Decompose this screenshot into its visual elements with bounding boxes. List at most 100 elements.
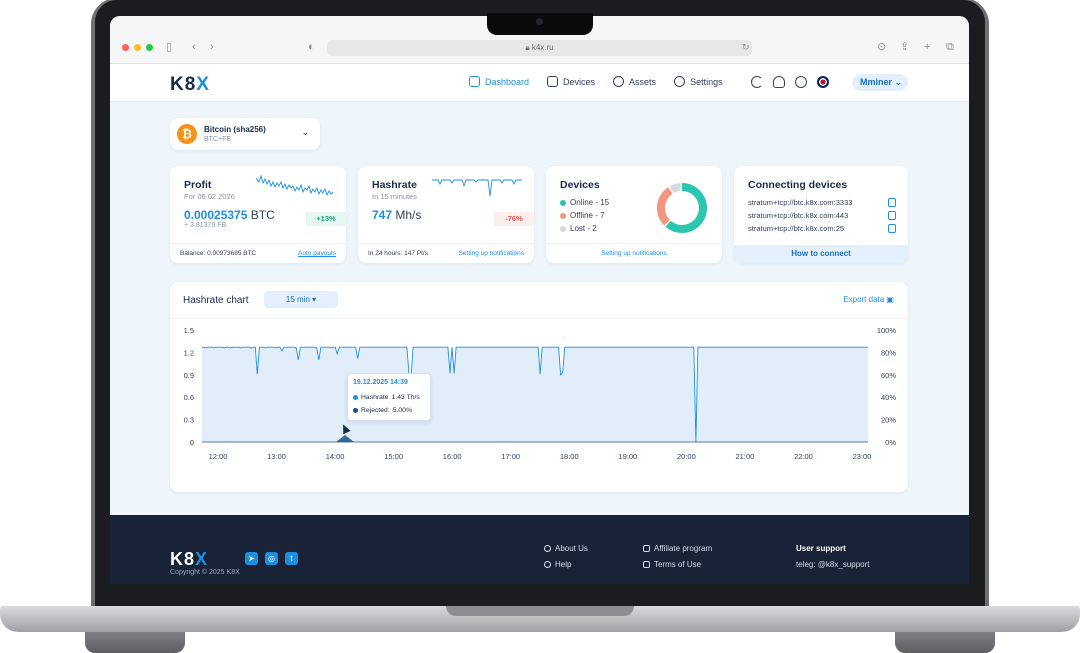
- devices-lost-row: Lost - 2: [560, 224, 597, 233]
- hashrate-footer: In 24 hours: 147 Pt/s Setting up notific…: [358, 243, 534, 263]
- about-us-link[interactable]: About Us: [544, 544, 588, 553]
- y-tick-right: 40%: [881, 393, 896, 402]
- export-data-button[interactable]: Export data ▣: [843, 295, 894, 304]
- maximize-window-button[interactable]: [146, 44, 153, 51]
- offline-dot: [560, 212, 566, 219]
- laptop-base-groove: [446, 606, 634, 616]
- help-icon[interactable]: [795, 76, 807, 88]
- x-tick: 18:00: [560, 452, 579, 461]
- copy-icon[interactable]: [888, 211, 896, 220]
- share-icon[interactable]: ⇪: [900, 41, 910, 53]
- nav-dashboard-label: Dashboard: [485, 76, 530, 87]
- camera-icon: [536, 18, 543, 25]
- new-tab-icon[interactable]: +: [924, 41, 931, 53]
- header-icons: [751, 76, 829, 88]
- download-icon[interactable]: ⊙: [877, 41, 887, 53]
- hashrate-unit: Mh/s: [395, 208, 422, 222]
- y-tick-right: 0%: [885, 438, 896, 447]
- user-menu-button[interactable]: Mminer ⌄: [852, 74, 908, 91]
- hashrate-subtitle: In 15 minutes: [372, 192, 418, 201]
- uk-flag-icon[interactable]: [817, 76, 829, 88]
- forward-icon[interactable]: ›: [210, 41, 214, 53]
- site-footer: K8X ➤ ◎ t Copyright © 2025 K8X About Us …: [110, 515, 969, 584]
- tooltip-hashrate-label: Hashrate: [361, 394, 389, 401]
- logo-accent: X: [196, 74, 210, 95]
- hashrate-area-fill: [202, 347, 868, 442]
- y-tick-right: 100%: [877, 326, 897, 335]
- rejected-spike: [336, 435, 354, 442]
- help-label: Help: [555, 560, 572, 569]
- affiliate-link[interactable]: Affiliate program: [643, 544, 712, 553]
- dark-mode-moon-icon[interactable]: [751, 76, 763, 88]
- laptop-foot-left: [85, 632, 185, 653]
- minimize-window-button[interactable]: [134, 44, 141, 51]
- footer-logo-main: K8: [170, 549, 196, 569]
- profit-footer: Balance: 0.00973685 BTC Auto payouts: [170, 243, 346, 263]
- coin-sub: BTC+FB: [204, 136, 232, 143]
- affiliate-label: Affiliate program: [654, 544, 713, 553]
- nav-devices[interactable]: Devices: [547, 76, 595, 87]
- y-tick-left: 0.6: [184, 393, 194, 402]
- online-dot: [560, 199, 566, 206]
- devices-icon: [547, 76, 559, 87]
- support-telegram[interactable]: teleg: @k8x_support: [796, 560, 870, 569]
- hashrate-area-chart[interactable]: 1.5 1.2 0.9 0.6 0.3 0 100% 80% 60% 40% 20% 0% 12:00 1…: [170, 322, 908, 487]
- twitter-icon[interactable]: t: [285, 552, 298, 565]
- hashrate-24h-text: In 24 hours: 147 Pt/s: [368, 250, 428, 257]
- coin-selector[interactable]: ₿ Bitcoin (sha256) BTC+FB ⌄: [170, 118, 320, 150]
- privacy-shield-icon[interactable]: ◐: [308, 41, 315, 53]
- how-to-connect-button[interactable]: How to connect: [734, 245, 908, 263]
- interval-select[interactable]: 15 min ▾: [264, 291, 338, 308]
- chevron-down-icon: ⌄: [894, 77, 903, 87]
- reload-icon[interactable]: ↻: [742, 42, 750, 52]
- nav-dashboard[interactable]: Dashboard: [469, 76, 529, 87]
- chart-title: Hashrate chart: [183, 295, 249, 306]
- sidebar-icon[interactable]: ▯: [166, 41, 173, 53]
- app-header: K8X Dashboard Devices Assets Settings Mm…: [110, 64, 969, 102]
- bell-icon[interactable]: [773, 76, 785, 88]
- url-bar[interactable]: 🔒︎ k4x.ru: [327, 40, 752, 56]
- back-icon[interactable]: ‹: [192, 41, 196, 53]
- chevron-down-icon: ⌄: [301, 127, 309, 137]
- profit-unit: BTC: [250, 208, 275, 222]
- nav-settings[interactable]: Settings: [674, 76, 723, 87]
- hashrate-chart-card: Hashrate chart 15 min ▾ Export data ▣ 1.…: [170, 282, 908, 492]
- nav-assets[interactable]: Assets: [613, 76, 656, 87]
- devices-notifications-link[interactable]: Setting up notifications: [601, 250, 667, 257]
- x-tick: 21:00: [736, 452, 755, 461]
- close-window-button[interactable]: [122, 44, 129, 51]
- lost-dot: [560, 225, 566, 232]
- x-tick: 19:00: [618, 452, 637, 461]
- x-tick: 20:00: [677, 452, 696, 461]
- tooltip-rejected-label: Rejected:: [361, 407, 390, 414]
- user-name: Mminer: [860, 77, 893, 87]
- hashrate-title: Hashrate: [372, 179, 417, 191]
- auto-payouts-link[interactable]: Auto payouts: [298, 250, 336, 257]
- hashrate-dot: [353, 395, 358, 400]
- telegram-icon[interactable]: ➤: [245, 552, 258, 565]
- tabs-overview-icon[interactable]: ⧉: [946, 41, 954, 53]
- instagram-icon[interactable]: ◎: [265, 552, 278, 565]
- x-tick: 15:00: [384, 452, 403, 461]
- gear-icon: [674, 76, 686, 87]
- copy-icon[interactable]: [888, 198, 896, 207]
- hashrate-notifications-link[interactable]: Setting up notifications: [458, 250, 524, 257]
- window-controls: [122, 44, 153, 51]
- copyright: Copyright © 2025 K8X: [170, 569, 240, 576]
- y-tick-left: 1.5: [184, 326, 194, 335]
- profit-value: 0.00025375 BTC: [184, 208, 275, 222]
- x-tick: 17:00: [501, 452, 520, 461]
- footer-logo[interactable]: K8X: [170, 549, 208, 570]
- help-link[interactable]: Help: [544, 560, 571, 569]
- profit-amount: 0.00025375: [184, 208, 248, 222]
- bitcoin-icon: ₿: [177, 124, 197, 144]
- copy-icon[interactable]: [888, 224, 896, 233]
- logo[interactable]: K8X: [170, 74, 210, 96]
- y-tick-left: 0.9: [184, 371, 194, 380]
- y-tick-left: 0.3: [184, 416, 194, 425]
- chart-tooltip: 19.12.2025 14:39 Hashrate 1.43 Th/s Reje…: [347, 373, 431, 421]
- profit-secondary: + 3.81379 FB: [184, 222, 227, 229]
- x-tick: 23:00: [853, 452, 872, 461]
- terms-link[interactable]: Terms of Use: [643, 560, 701, 569]
- y-tick-left: 1.2: [184, 348, 194, 357]
